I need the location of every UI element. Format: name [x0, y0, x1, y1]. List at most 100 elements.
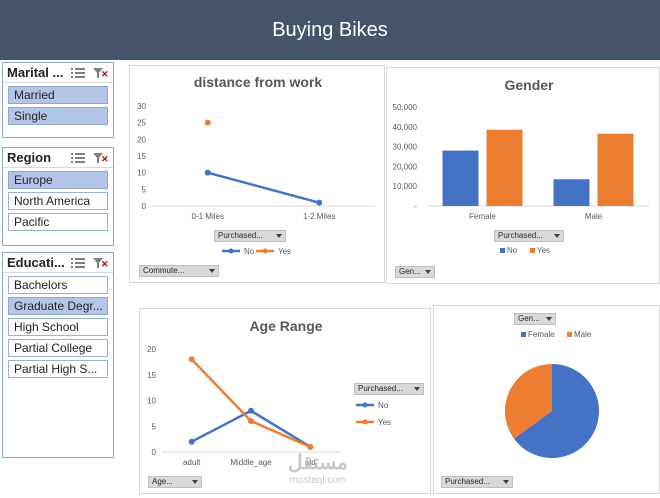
pie-slice-female: [513, 364, 599, 458]
pie-chart-svg: Female Male: [505, 330, 599, 458]
legend-field-button[interactable]: Purchased...: [214, 230, 286, 242]
legend-swatch-yes: [530, 248, 535, 253]
slicer-title: Marital ...: [7, 65, 64, 80]
bar-male-no: [553, 179, 590, 206]
series-line-no: [191, 409, 311, 448]
y-tick-label: 30: [137, 102, 146, 111]
data-point-no: [188, 438, 195, 445]
data-point-yes: [204, 119, 211, 126]
axis-field-button[interactable]: Commute...: [139, 265, 219, 277]
legend-label-no: No: [378, 401, 389, 410]
data-point-no: [204, 169, 211, 176]
multi-select-icon[interactable]: [71, 257, 85, 268]
y-tick-label: 5: [152, 422, 157, 431]
legend-label-male: Male: [574, 330, 592, 339]
chart-age-range: Age Range 0 5 10 15 20 adult Middle_age old No Yes…: [139, 308, 431, 494]
clear-filter-icon[interactable]: ✕: [93, 152, 109, 164]
slicer-header: Educati... ✕: [3, 253, 113, 273]
chart-gender: Gender - 10,000 20,000 30,000 40,000 50,000 Fem…: [386, 67, 660, 284]
legend-field-button[interactable]: Purchased...: [354, 383, 424, 395]
legend-label-no: No: [507, 246, 518, 255]
slicer-item-pacific[interactable]: Pacific: [8, 213, 108, 231]
bar-male-yes: [597, 133, 634, 206]
y-tick-label: 20: [137, 135, 146, 144]
y-tick-label: 50,000: [393, 103, 418, 112]
y-tick-label: 0: [152, 448, 157, 457]
slicer-item-partial-college[interactable]: Partial College: [8, 339, 108, 357]
gender-chart-svg: Gender - 10,000 20,000 30,000 40,000 50,000 Fem…: [393, 77, 649, 255]
slicer-item-married[interactable]: Married: [8, 86, 108, 104]
clear-filter-icon[interactable]: ✕: [93, 257, 109, 269]
chart-gender-pie: Female Male Gen... Purchased...: [433, 305, 660, 494]
legend-swatch-no: [500, 248, 505, 253]
axis-field-button[interactable]: Age...: [148, 476, 202, 488]
y-tick-label: 15: [147, 371, 156, 380]
data-point-no: [316, 199, 323, 206]
slicer-item-single[interactable]: Single: [8, 107, 108, 125]
slicer-header: Marital ... ✕: [3, 63, 113, 83]
data-point-no: [248, 407, 254, 414]
y-tick-label: 25: [137, 119, 146, 128]
y-tick-label: 10,000: [393, 182, 418, 191]
slicer-item-europe[interactable]: Europe: [8, 171, 108, 189]
slicer-item-graduate-degree[interactable]: Graduate Degr...: [8, 297, 108, 315]
legend-marker-yes: [362, 419, 368, 425]
chart-distance-from-work: distance from work 0 5 10 15 20 25 30 0-1 Miles 1…: [129, 65, 385, 283]
y-tick-label: 20: [147, 345, 156, 354]
dashboard-header: Buying Bikes: [0, 0, 660, 60]
y-tick-label: 15: [137, 152, 146, 161]
legend-swatch-male: [567, 332, 572, 337]
age-range-chart-svg: Age Range 0 5 10 15 20 adult Middle_age old No Yes: [147, 318, 391, 467]
multi-select-icon[interactable]: [71, 67, 85, 78]
x-tick-label: Male: [585, 212, 603, 221]
clear-filter-icon[interactable]: ✕: [93, 67, 109, 79]
y-tick-label: 30,000: [393, 143, 418, 152]
bar-female-no: [442, 150, 479, 206]
data-point-yes: [248, 418, 254, 425]
x-tick-label: old: [305, 458, 316, 467]
data-point-yes: [188, 356, 195, 363]
bar-female-yes: [486, 129, 523, 206]
chart-title: Age Range: [249, 318, 322, 334]
y-tick-label: 10: [137, 169, 146, 178]
slicer-item-partial-high-school[interactable]: Partial High S...: [8, 360, 108, 378]
x-tick-label: adult: [183, 458, 201, 467]
multi-select-icon[interactable]: [71, 152, 85, 163]
y-tick-label: -: [414, 202, 417, 211]
x-tick-label: Middle_age: [230, 458, 272, 467]
slicer-header: Region ✕: [3, 148, 113, 168]
y-tick-label: 0: [142, 202, 147, 211]
chart-title: distance from work: [194, 74, 323, 90]
slicer-item-bachelors[interactable]: Bachelors: [8, 276, 108, 294]
x-tick-label: 0-1 Miles: [192, 212, 224, 221]
legend-field-button[interactable]: Purchased...: [494, 230, 564, 242]
slicer-education: Educati... ✕ Bachelors Graduate Degr... …: [2, 252, 114, 458]
legend-marker-no: [362, 402, 368, 408]
slicer-item-high-school[interactable]: High School: [8, 318, 108, 336]
legend-swatch-female: [521, 332, 526, 337]
legend-field-button[interactable]: Gen...: [514, 313, 556, 325]
legend-label-no: No: [244, 247, 255, 256]
x-tick-label: 1-2 Miles: [303, 212, 335, 221]
x-tick-label: Female: [469, 212, 496, 221]
slicer-item-north-america[interactable]: North America: [8, 192, 108, 210]
y-tick-label: 20,000: [393, 162, 418, 171]
chart-title: Gender: [504, 77, 554, 93]
legend-label-yes: Yes: [537, 246, 550, 255]
slicer-region: Region ✕ Europe North America Pacific: [2, 147, 114, 246]
axis-field-button[interactable]: Gen...: [395, 266, 435, 278]
legend-label-yes: Yes: [378, 418, 391, 427]
pie-slice-male: [505, 364, 552, 439]
legend-label-female: Female: [528, 330, 555, 339]
legend-label-yes: Yes: [278, 247, 291, 256]
y-tick-label: 10: [147, 397, 156, 406]
values-field-button[interactable]: Purchased...: [441, 476, 513, 488]
legend-marker-no: [228, 248, 234, 254]
dashboard-title: Buying Bikes: [272, 18, 388, 41]
slicer-title: Region: [7, 150, 52, 165]
data-point-yes: [307, 443, 314, 450]
series-line-no: [207, 171, 320, 204]
watermark-logo: مستقل mostaql.com: [288, 452, 348, 486]
slicer-marital-status: Marital ... ✕ Married Single: [2, 62, 114, 138]
y-tick-label: 5: [142, 185, 147, 194]
